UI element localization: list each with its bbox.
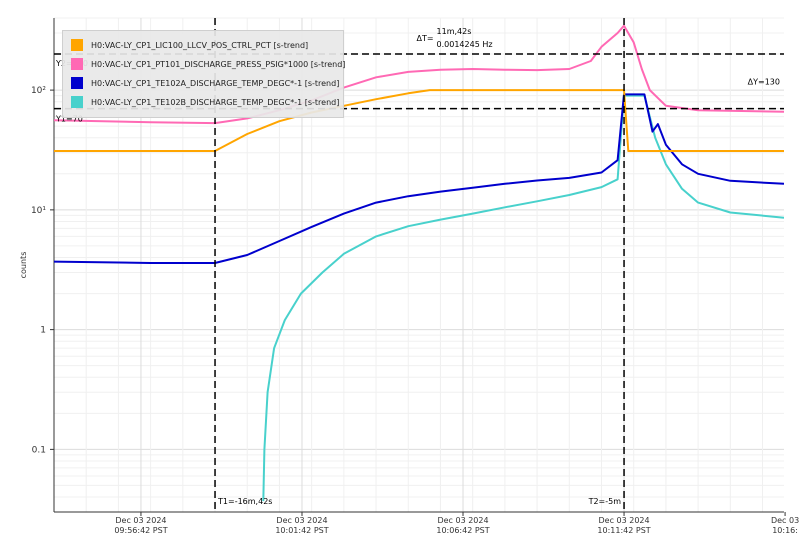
- legend-swatch: [71, 96, 83, 108]
- x-tick-date: Dec 03 2024: [598, 516, 649, 525]
- x-tick-time: 09:56:42 PST: [114, 526, 167, 535]
- legend-swatch: [71, 77, 83, 89]
- legend-item[interactable]: H0:VAC-LY_CP1_LIC100_LLCV_POS_CTRL_PCT […: [71, 38, 308, 52]
- legend-swatch: [71, 39, 83, 51]
- cursor-t2-label: T2=-5m: [588, 497, 622, 506]
- legend-label: H0:VAC-LY_CP1_LIC100_LLCV_POS_CTRL_PCT […: [91, 40, 309, 50]
- x-tick-date: Dec 03 2024: [276, 516, 327, 525]
- cursor-y1-label: Y1=70: [55, 115, 83, 124]
- x-tick-date: Dec 03: [771, 516, 799, 525]
- x-tick-date: Dec 03 2024: [115, 516, 166, 525]
- legend-item[interactable]: H0:VAC-LY_CP1_PT101_DISCHARGE_PRESS_PSIG…: [71, 57, 345, 71]
- x-tick-time: 10:01:42 PST: [275, 526, 328, 535]
- legend-label: H0:VAC-LY_CP1_TE102A_DISCHARGE_TEMP_DEGC…: [91, 78, 340, 88]
- delta-t-value: 11m,42s: [437, 27, 472, 36]
- delta-y-label: ΔY=130: [748, 77, 780, 86]
- cursor-t1-label: T1=-16m,42s: [217, 497, 272, 506]
- y-tick-label: 10²: [31, 86, 46, 96]
- legend-item[interactable]: H0:VAC-LY_CP1_TE102B_DISCHARGE_TEMP_DEGC…: [71, 95, 339, 109]
- y-axis-title: counts: [19, 252, 28, 279]
- y-tick-label: 10¹: [31, 206, 46, 216]
- y-tick-label: 0.1: [32, 445, 46, 455]
- x-tick-time: 10:06:42 PST: [436, 526, 489, 535]
- legend-label: H0:VAC-LY_CP1_TE102B_DISCHARGE_TEMP_DEGC…: [91, 97, 340, 107]
- series-line[interactable]: [262, 94, 784, 502]
- legend-item[interactable]: H0:VAC-LY_CP1_TE102A_DISCHARGE_TEMP_DEGC…: [71, 76, 339, 90]
- legend: H0:VAC-LY_CP1_LIC100_LLCV_POS_CTRL_PCT […: [62, 30, 345, 118]
- delta-freq-value: 0.0014245 Hz: [437, 40, 493, 49]
- y-tick-label: 1: [40, 326, 46, 336]
- series-line[interactable]: [54, 93, 784, 264]
- x-tick-date: Dec 03 2024: [437, 516, 488, 525]
- x-tick-time: 10:11:42 PST: [597, 526, 650, 535]
- legend-swatch: [71, 58, 83, 70]
- delta-t-prefix: ΔT=: [416, 34, 433, 43]
- legend-label: H0:VAC-LY_CP1_PT101_DISCHARGE_PRESS_PSIG…: [91, 59, 346, 69]
- x-tick-time: 10:16:: [772, 526, 798, 535]
